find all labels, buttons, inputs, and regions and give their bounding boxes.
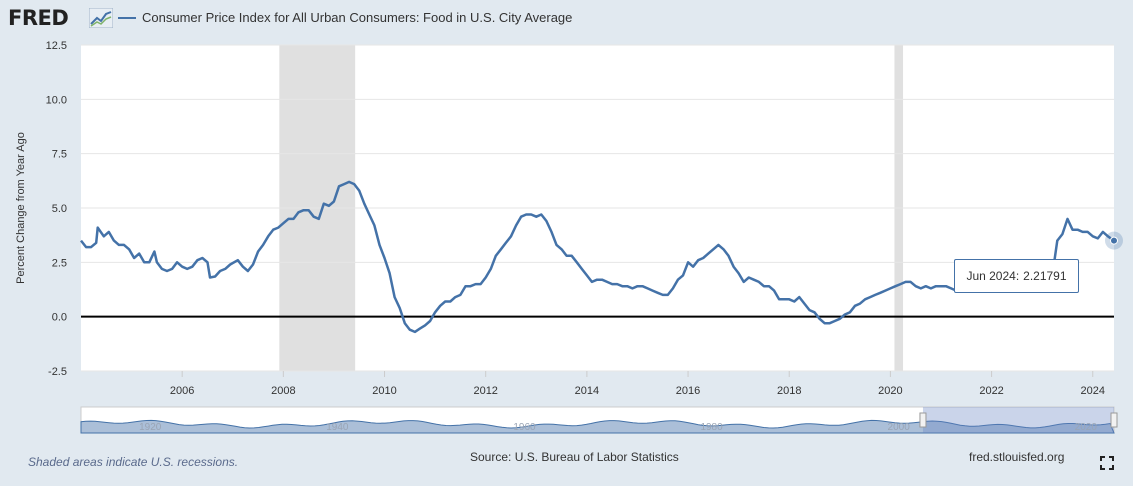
legend-series-label[interactable]: Consumer Price Index for All Urban Consu… (142, 10, 573, 25)
navigator-label: 1960 (513, 422, 536, 433)
series-layer (80, 180, 1115, 334)
navigator-handle[interactable] (1110, 412, 1118, 428)
tooltip-value: 2.21791 (1023, 269, 1067, 283)
y-tick-label: 12.5 (46, 40, 67, 52)
y-tick-label: 2.5 (52, 257, 67, 269)
y-tick-label: 0.0 (52, 312, 67, 324)
navigator-handle[interactable] (919, 412, 927, 428)
x-tick-label: 2020 (878, 385, 902, 397)
y-tick-label: 7.5 (52, 149, 67, 161)
marker-layer (1105, 231, 1123, 250)
x-tick-label: 2012 (473, 385, 497, 397)
legend-swatch (118, 16, 136, 19)
x-tick-label: 2018 (777, 385, 801, 397)
data-tooltip: Jun 2024: 2.21791 (954, 259, 1079, 293)
navigator-label: 1940 (326, 422, 349, 433)
navigator-label: 1980 (700, 422, 723, 433)
fullscreen-icon[interactable] (1100, 456, 1114, 470)
navigator-series (80, 419, 1115, 434)
y-axis: -2.5 0.0 2.5 5.0 7.5 10.0 12.5 (46, 40, 67, 378)
navigator-label: 2020 (1075, 422, 1098, 433)
x-tick-label: 2022 (979, 385, 1003, 397)
hover-marker (1110, 236, 1118, 245)
series-line (80, 180, 1115, 334)
y-tick-label: 10.0 (46, 94, 67, 106)
site-link[interactable]: fred.stlouisfed.org (969, 450, 1065, 464)
chart-legend: Consumer Price Index for All Urban Consu… (118, 10, 572, 25)
navigator-label: 1920 (139, 422, 162, 433)
x-tick-label: 2006 (170, 385, 194, 397)
x-axis: 2006 2008 2010 2012 2014 2016 2018 2020 2022 2024 (170, 371, 1105, 397)
source-note: Source: U.S. Bureau of Labor Statistics (470, 450, 679, 464)
y-tick-label: -2.5 (48, 366, 67, 378)
x-tick-label: 2024 (1081, 385, 1105, 397)
chart-header: FRED Consumer Price Index for All Urban … (0, 0, 1133, 36)
fred-logo[interactable]: FRED (8, 6, 69, 30)
range-navigator: 1920 1940 1960 1980 2000 2020 (80, 406, 1118, 434)
tooltip-date: Jun 2024: (966, 269, 1020, 283)
navigator-selection (922, 407, 1114, 433)
y-tick-label: 5.0 (52, 203, 67, 215)
x-tick-label: 2010 (372, 385, 396, 397)
navigator-label: 2000 (888, 422, 911, 433)
x-tick-label: 2014 (575, 385, 599, 397)
x-tick-label: 2008 (271, 385, 295, 397)
chart-line-icon (89, 8, 113, 28)
y-axis-title: Percent Change from Year Ago (15, 132, 27, 284)
recession-note: Shaded areas indicate U.S. recessions. (28, 455, 239, 469)
x-tick-label: 2016 (676, 385, 700, 397)
